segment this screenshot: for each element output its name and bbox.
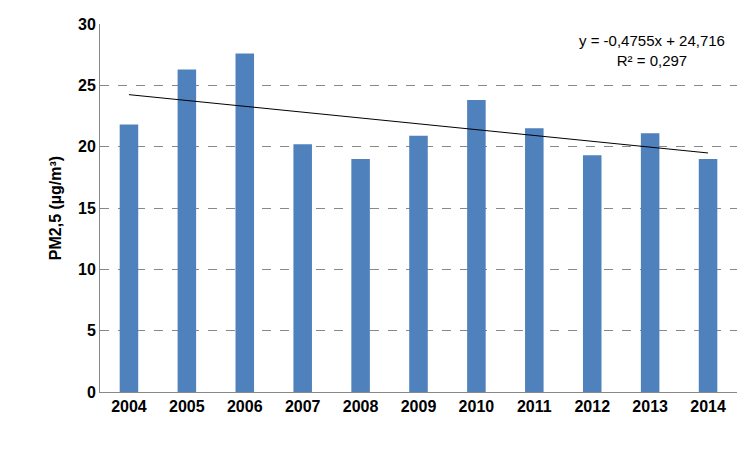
svg-text:2011: 2011 <box>517 398 552 415</box>
svg-text:25: 25 <box>78 77 96 94</box>
svg-text:2010: 2010 <box>459 398 495 415</box>
svg-text:2005: 2005 <box>169 398 205 415</box>
svg-text:2014: 2014 <box>690 398 726 415</box>
svg-text:y = -0,4755x + 24,716R² = 0,29: y = -0,4755x + 24,716R² = 0,297 <box>579 32 725 69</box>
svg-text:20: 20 <box>78 138 96 155</box>
svg-text:15: 15 <box>78 200 96 217</box>
svg-text:0: 0 <box>87 384 96 401</box>
svg-text:2004: 2004 <box>111 398 147 415</box>
svg-text:2007: 2007 <box>285 398 321 415</box>
svg-text:2013: 2013 <box>632 398 668 415</box>
svg-text:2012: 2012 <box>574 398 610 415</box>
svg-text:5: 5 <box>87 322 96 339</box>
svg-text:2006: 2006 <box>227 398 263 415</box>
svg-text:2008: 2008 <box>343 398 379 415</box>
svg-text:PM2,5 (µg/m³): PM2,5 (µg/m³) <box>47 156 64 260</box>
svg-text:2009: 2009 <box>401 398 437 415</box>
svg-text:30: 30 <box>78 16 96 33</box>
svg-text:10: 10 <box>78 261 96 278</box>
